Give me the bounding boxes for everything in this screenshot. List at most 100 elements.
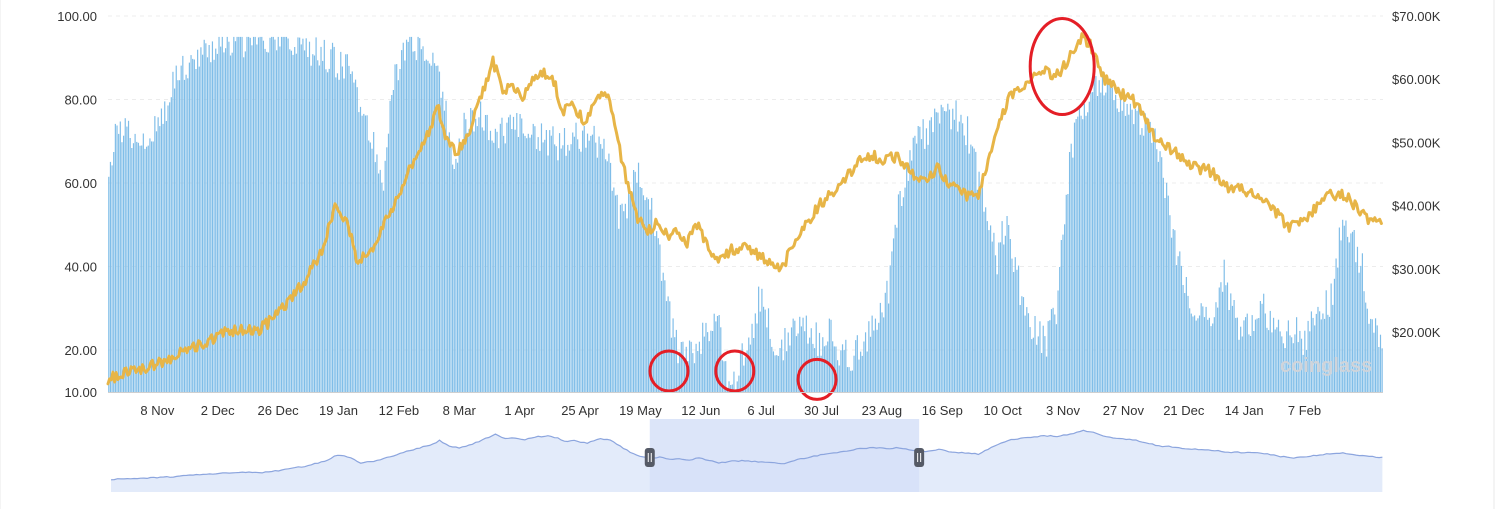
- bar: [1034, 316, 1036, 392]
- bar: [121, 142, 123, 392]
- bar: [471, 110, 473, 393]
- bar: [351, 71, 353, 393]
- bar: [1342, 219, 1344, 392]
- bar: [672, 318, 674, 392]
- bar: [738, 375, 740, 392]
- bar: [164, 101, 166, 393]
- bar: [1345, 220, 1347, 392]
- bar: [1240, 326, 1242, 392]
- bar: [165, 121, 167, 392]
- bar: [993, 232, 995, 392]
- bar: [634, 171, 636, 392]
- bar: [1269, 310, 1271, 392]
- bar: [897, 194, 900, 392]
- bar: [812, 343, 814, 392]
- bar: [739, 351, 742, 392]
- bar: [868, 321, 870, 392]
- x-tick-label: 30 Jul: [804, 403, 839, 418]
- bar: [624, 203, 626, 392]
- bar: [1182, 285, 1184, 392]
- bar: [983, 211, 985, 392]
- bar: [1037, 336, 1039, 392]
- navigator-handle-right[interactable]: [914, 448, 925, 467]
- bar: [496, 131, 498, 393]
- bar: [786, 351, 788, 392]
- y-right-tick-label: $50.00K: [1392, 135, 1441, 150]
- bar: [902, 197, 904, 392]
- bar: [985, 207, 987, 392]
- x-tick-label: 19 May: [619, 403, 662, 418]
- bar: [669, 301, 671, 392]
- bar: [1197, 318, 1199, 392]
- bar: [1297, 342, 1299, 392]
- bar: [1024, 315, 1026, 392]
- bar: [470, 108, 472, 392]
- bar: [542, 142, 544, 392]
- bar: [516, 113, 518, 392]
- bar: [1361, 253, 1363, 392]
- bar: [1154, 128, 1156, 392]
- bar: [300, 44, 302, 393]
- bar: [341, 66, 343, 392]
- bar: [225, 48, 227, 392]
- bar: [1307, 320, 1309, 392]
- bar: [1047, 321, 1049, 392]
- range-navigator[interactable]: [110, 419, 1384, 492]
- bar: [1347, 236, 1349, 392]
- bar: [378, 173, 380, 392]
- bar: [333, 46, 335, 393]
- bar: [1118, 112, 1120, 392]
- bar: [600, 144, 602, 392]
- price-line-series[interactable]: [106, 32, 1383, 386]
- x-tick-label: 6 Jul: [747, 403, 775, 418]
- bar: [1327, 314, 1329, 392]
- bar: [927, 144, 929, 392]
- bar: [1108, 81, 1110, 392]
- bar: [642, 195, 645, 392]
- bar: [644, 200, 646, 392]
- bar: [1302, 354, 1304, 392]
- bar: [935, 112, 937, 392]
- bar: [1320, 319, 1322, 392]
- y-left-tick-label: 40.00: [64, 260, 97, 275]
- bar: [1264, 313, 1266, 392]
- bar-series[interactable]: [108, 36, 1383, 393]
- bar: [312, 54, 314, 392]
- bar: [823, 346, 826, 392]
- navigator-handle-left[interactable]: [644, 448, 655, 467]
- bar: [1008, 225, 1010, 392]
- bar: [527, 133, 529, 393]
- bar: [201, 54, 204, 392]
- bar: [486, 114, 488, 393]
- bar: [205, 43, 207, 393]
- bar: [730, 385, 732, 392]
- x-tick-label: 19 Jan: [319, 403, 358, 418]
- bar: [886, 280, 888, 392]
- bar: [124, 118, 126, 392]
- bar: [787, 332, 789, 392]
- bar: [608, 153, 610, 392]
- bar: [943, 111, 946, 392]
- bar: [231, 52, 233, 392]
- bar: [700, 353, 702, 392]
- bar: [511, 129, 513, 392]
- y-left-tick-label: 60.00: [64, 176, 97, 191]
- bar: [947, 103, 949, 392]
- x-tick-label: 8 Mar: [443, 403, 477, 418]
- bar: [285, 36, 288, 393]
- bar: [238, 36, 240, 393]
- bar: [1095, 76, 1097, 392]
- bar: [336, 73, 339, 393]
- bar: [573, 136, 575, 392]
- bar: [343, 78, 345, 392]
- bar: [197, 49, 199, 392]
- bar: [193, 59, 195, 392]
- bar: [1179, 251, 1181, 392]
- bar: [605, 159, 607, 392]
- bar: [1110, 81, 1112, 393]
- bar: [707, 332, 709, 392]
- bar: [777, 356, 779, 392]
- bar: [1304, 330, 1306, 392]
- bar: [315, 37, 317, 393]
- bar: [756, 323, 758, 392]
